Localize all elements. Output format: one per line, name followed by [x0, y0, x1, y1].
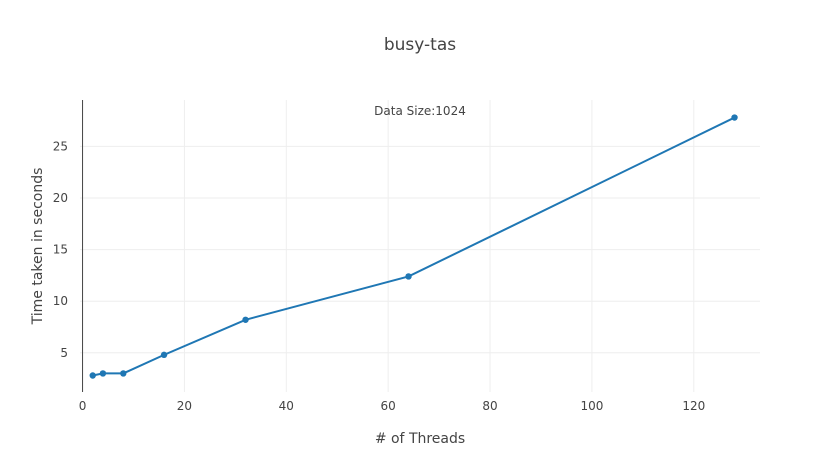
y-tick-label: 20: [53, 191, 68, 205]
x-tick-label: 100: [580, 399, 603, 413]
x-tick-label: 20: [177, 399, 192, 413]
data-point: [731, 114, 738, 121]
grid: [80, 100, 760, 392]
data-point: [99, 370, 107, 377]
x-tick-label: 60: [381, 399, 396, 413]
x-tick-label: 40: [279, 399, 294, 413]
y-tick-label: 15: [53, 243, 68, 257]
x-axis-title: # of Threads: [375, 431, 465, 447]
x-tick-label: 80: [482, 399, 497, 413]
data-point: [405, 273, 412, 280]
data-point: [120, 370, 127, 377]
y-axis-title: Time taken in seconds: [30, 168, 46, 326]
y-tick-label: 25: [53, 139, 68, 153]
data-size-annotation: Data Size:1024: [374, 104, 466, 118]
data-point: [242, 316, 249, 323]
chart-title: busy-tas: [384, 35, 456, 55]
axes: 0 20 40 60 80 100 120 5 10 15 20 25: [53, 100, 705, 413]
data-point: [160, 351, 168, 359]
series: [89, 114, 738, 379]
x-tick-label: 120: [682, 399, 705, 413]
series-line: [92, 116, 735, 377]
data-point: [89, 372, 96, 379]
y-tick-label: 5: [60, 346, 68, 360]
y-tick-label: 10: [53, 294, 68, 308]
x-tick-label: 0: [79, 399, 87, 413]
